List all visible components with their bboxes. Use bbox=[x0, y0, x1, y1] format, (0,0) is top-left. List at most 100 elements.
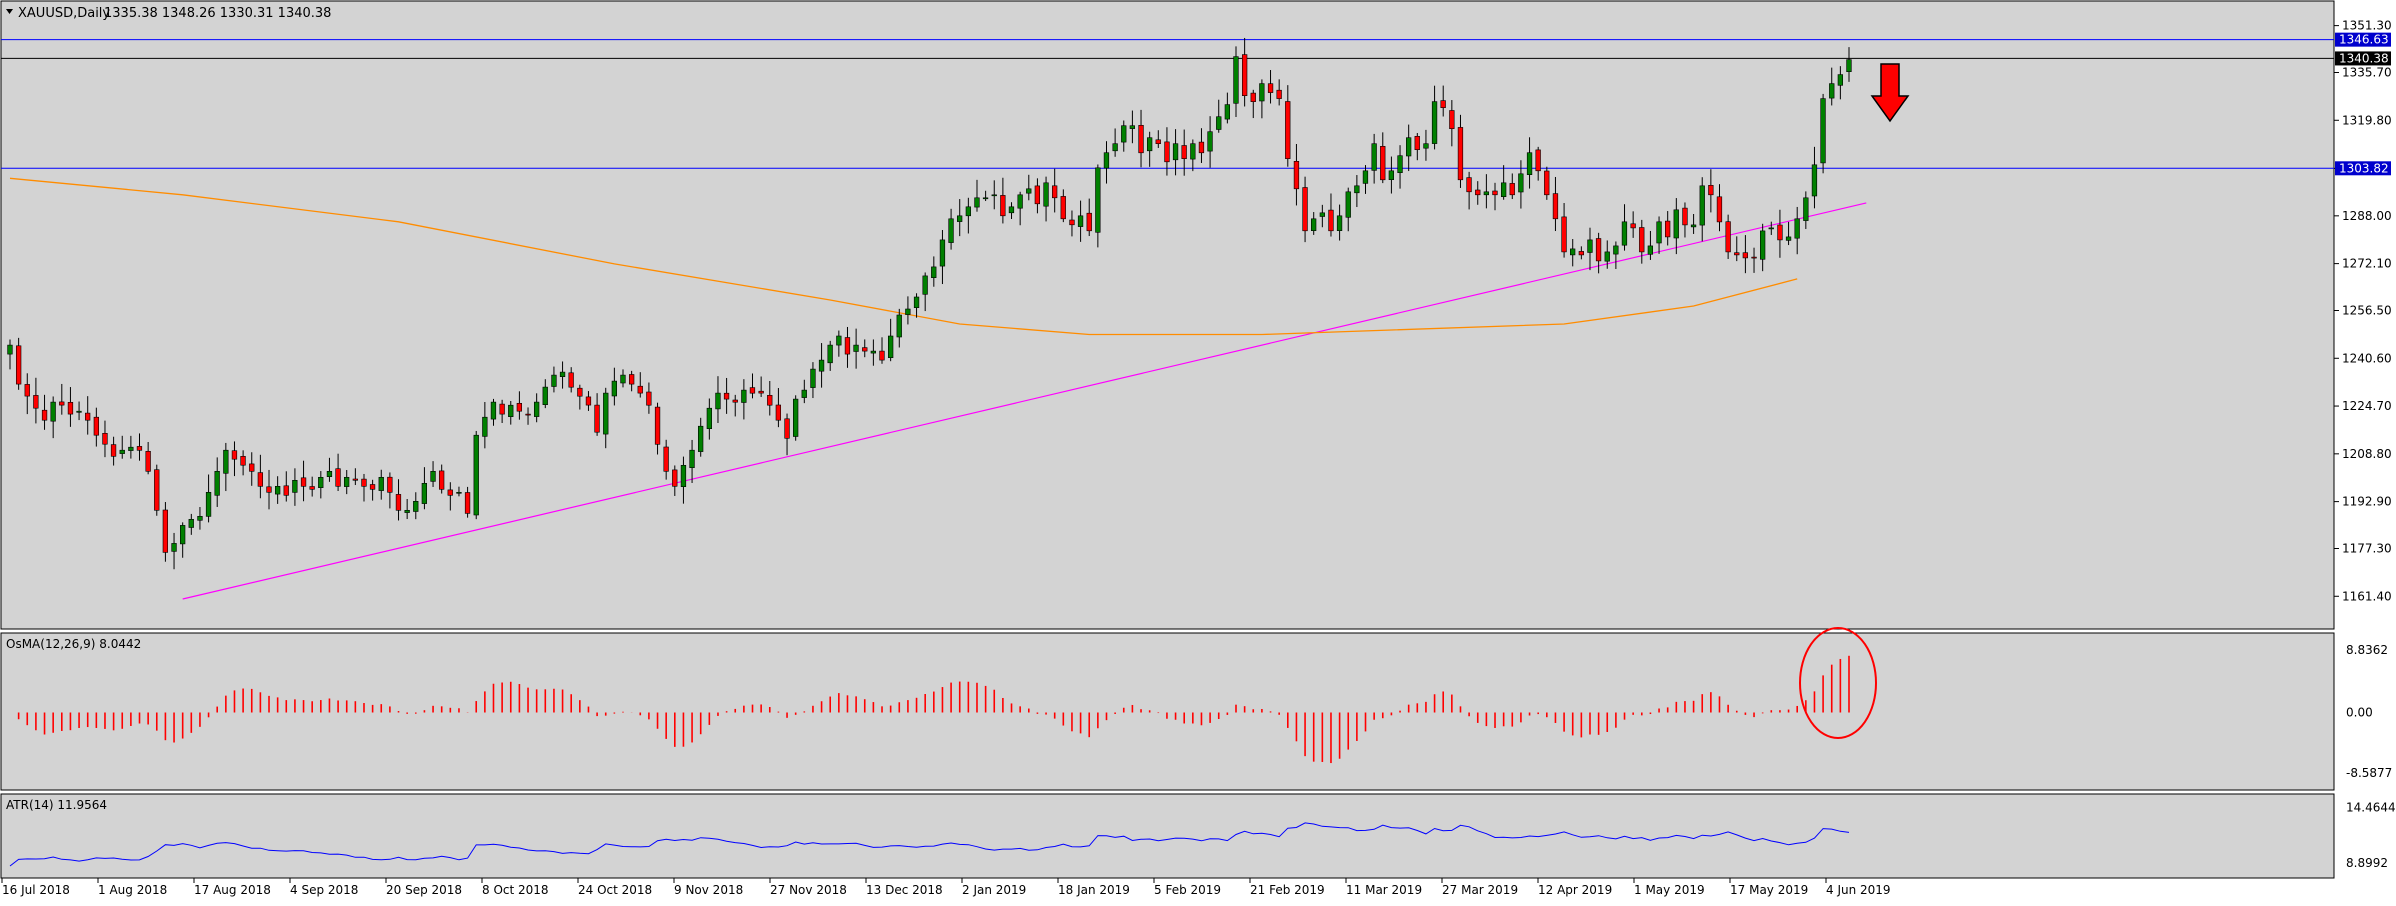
candle bbox=[801, 379, 807, 404]
candle bbox=[1052, 168, 1058, 213]
candle bbox=[1837, 66, 1843, 100]
bear-candle-body bbox=[1380, 146, 1386, 181]
bull-candle-body bbox=[559, 371, 566, 378]
bear-candle-body bbox=[663, 446, 669, 472]
candle bbox=[732, 394, 738, 417]
bull-candle-body bbox=[1673, 209, 1679, 239]
bull-candle-body bbox=[680, 464, 687, 487]
atr-line bbox=[9, 822, 1850, 867]
candle bbox=[231, 441, 238, 477]
bull-candle-body bbox=[1371, 143, 1377, 171]
candle bbox=[456, 486, 462, 497]
candle bbox=[1475, 181, 1481, 205]
bear-candle-body bbox=[1725, 221, 1731, 253]
candle bbox=[413, 492, 419, 520]
bear-candle-body bbox=[1665, 220, 1671, 238]
bull-candle-body bbox=[197, 515, 203, 521]
candle bbox=[257, 454, 263, 499]
atr-panel[interactable] bbox=[0, 793, 2335, 879]
reference-lines bbox=[1, 39, 2334, 600]
price-level-label: 1346.63 bbox=[2339, 33, 2389, 47]
time-tick-label: 27 Mar 2019 bbox=[1442, 883, 1518, 897]
bull-candle-body bbox=[706, 407, 712, 430]
bull-candle-body bbox=[836, 335, 842, 346]
bull-candle-body bbox=[404, 509, 410, 513]
candle bbox=[162, 502, 168, 562]
candle bbox=[395, 479, 402, 521]
bull-candle-body bbox=[1431, 101, 1438, 144]
bear-candle-body bbox=[672, 469, 678, 487]
bull-candle-body bbox=[931, 266, 937, 278]
osma-panel[interactable] bbox=[0, 632, 2335, 791]
candle bbox=[1103, 141, 1110, 184]
bear-candle-body bbox=[257, 472, 263, 487]
candle bbox=[300, 460, 307, 502]
candle bbox=[1302, 176, 1308, 243]
bull-candle-body bbox=[542, 386, 548, 406]
bear-candle-body bbox=[1328, 209, 1334, 232]
candles-layer bbox=[7, 37, 1852, 570]
bear-candle-body bbox=[1777, 224, 1783, 241]
candle bbox=[438, 464, 445, 494]
bear-candle-body bbox=[1034, 185, 1040, 205]
candle bbox=[1138, 109, 1144, 168]
candle bbox=[905, 296, 911, 325]
bear-candle-body bbox=[249, 463, 255, 472]
bull-candle-body bbox=[1811, 164, 1818, 197]
candle bbox=[1423, 129, 1429, 161]
candle bbox=[93, 407, 99, 447]
support-trendline bbox=[182, 202, 1867, 600]
candle bbox=[1216, 99, 1222, 133]
candle bbox=[24, 373, 30, 415]
bear-candle-body bbox=[723, 392, 730, 400]
candle bbox=[723, 377, 730, 414]
price-level-badge bbox=[2335, 32, 2391, 47]
candle bbox=[628, 370, 635, 392]
price-level-label: 1303.82 bbox=[2339, 161, 2389, 175]
collapse-triangle-icon[interactable] bbox=[6, 9, 13, 14]
candle bbox=[1250, 89, 1256, 119]
candle bbox=[171, 532, 177, 570]
bear-candle-body bbox=[93, 416, 99, 436]
bear-candle-body bbox=[110, 444, 117, 457]
bull-candle-body bbox=[1397, 155, 1403, 173]
bull-candle-body bbox=[7, 344, 13, 355]
bear-candle-body bbox=[585, 396, 592, 406]
bear-candle-body bbox=[1267, 83, 1274, 93]
price-tick-label: 1224.70 bbox=[2342, 399, 2392, 413]
bull-candle-body bbox=[870, 350, 876, 354]
bear-candle-body bbox=[1000, 195, 1006, 217]
bull-candle-body bbox=[205, 491, 212, 517]
candle bbox=[948, 208, 954, 250]
bear-candle-body bbox=[1285, 101, 1291, 160]
candle bbox=[1483, 174, 1489, 209]
bear-candle-body bbox=[369, 484, 376, 490]
bull-candle-body bbox=[180, 525, 186, 545]
candle bbox=[490, 398, 497, 426]
candle bbox=[292, 468, 298, 506]
candle bbox=[1069, 210, 1075, 237]
candle bbox=[836, 330, 842, 357]
candle bbox=[508, 400, 514, 425]
bear-candle-body bbox=[300, 477, 307, 487]
price-tick-label: 1351.30 bbox=[2342, 19, 2392, 33]
price-tick-label: 1319.80 bbox=[2342, 113, 2392, 127]
candle bbox=[1760, 223, 1766, 272]
candle bbox=[1630, 211, 1636, 238]
candle bbox=[637, 372, 643, 398]
bear-candle-body bbox=[41, 409, 48, 421]
candle bbox=[1017, 191, 1023, 226]
bull-candle-body bbox=[792, 398, 799, 437]
bear-candle-body bbox=[862, 347, 868, 352]
candle bbox=[1190, 139, 1196, 172]
time-tick-label: 12 Apr 2019 bbox=[1538, 883, 1612, 897]
bull-candle-body bbox=[1172, 143, 1179, 161]
bear-candle-body bbox=[577, 387, 583, 397]
time-tick-label: 9 Nov 2018 bbox=[674, 883, 743, 897]
price-panel[interactable] bbox=[0, 0, 2335, 630]
candle bbox=[369, 479, 376, 501]
candle bbox=[119, 435, 125, 459]
candle bbox=[85, 396, 91, 435]
candle bbox=[1362, 165, 1369, 194]
